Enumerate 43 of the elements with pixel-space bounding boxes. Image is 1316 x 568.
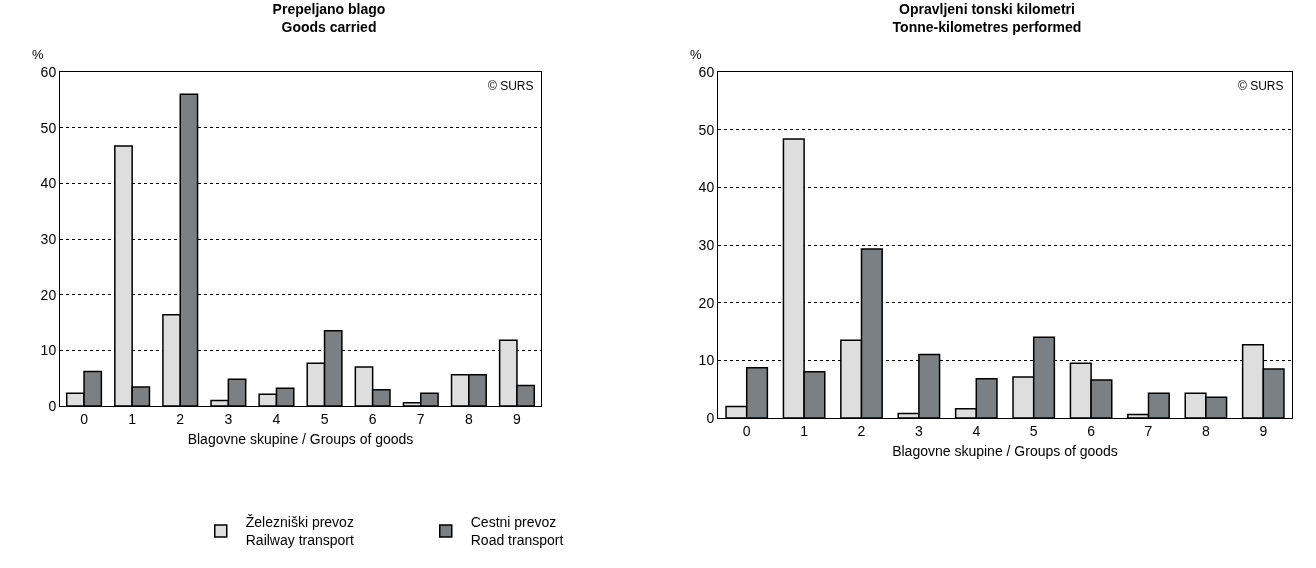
x-tick-label: 8 [464, 410, 473, 427]
y-tick-label: 50 [40, 119, 57, 136]
x-tick-label: 2 [176, 410, 185, 427]
x-tick-label: 2 [857, 422, 866, 439]
y-tick-label: 60 [40, 63, 57, 80]
x-tick-label: 7 [1144, 422, 1153, 439]
x-tick-label: 1 [128, 410, 137, 427]
x-tick-label: 6 [1087, 422, 1096, 439]
y-axis-title: % [690, 47, 702, 62]
x-tick-label: 3 [224, 410, 233, 427]
y-tick-label: 30 [698, 236, 715, 253]
x-tick-label: 5 [320, 410, 329, 427]
legend-label: Železniški prevoz Railway transport [245, 514, 355, 549]
y-tick-label: 0 [48, 397, 57, 414]
x-tick-label: 9 [513, 410, 522, 427]
x-tick-label: 0 [80, 410, 89, 427]
x-tick-label: 4 [972, 422, 981, 439]
y-tick-label: 20 [40, 286, 57, 303]
chart-title: Prepeljano blago Goods carried [272, 1, 386, 36]
annotation: © SURS [488, 79, 534, 93]
x-axis-title: Blagovne skupine / Groups of goods [892, 443, 1118, 460]
y-tick-label: 40 [698, 179, 715, 196]
x-tick-label: 6 [368, 410, 377, 427]
y-axis-title: % [32, 47, 44, 62]
y-tick-label: 40 [40, 175, 57, 192]
x-tick-label: 5 [1029, 422, 1038, 439]
x-axis-title: Blagovne skupine / Groups of goods [187, 431, 414, 448]
y-tick-label: 10 [40, 342, 57, 359]
y-tick-label: 50 [698, 121, 715, 138]
x-tick-label: 9 [1259, 422, 1268, 439]
x-tick-label: 4 [272, 410, 281, 427]
legend-label: Cestni prevoz Road transport [470, 514, 564, 549]
y-tick-label: 20 [698, 294, 715, 311]
x-tick-label: 1 [800, 422, 809, 439]
chart-title: Opravljeni tonski kilometri Tonne-kilometres performed [892, 1, 1082, 36]
y-tick-label: 60 [698, 63, 715, 80]
y-tick-label: 30 [40, 230, 57, 247]
x-tick-label: 0 [742, 422, 751, 439]
annotation: © SURS [1238, 79, 1284, 93]
x-tick-label: 8 [1202, 422, 1210, 439]
y-tick-label: 10 [698, 352, 715, 369]
x-tick-label: 7 [416, 410, 425, 427]
x-tick-label: 3 [915, 422, 923, 439]
